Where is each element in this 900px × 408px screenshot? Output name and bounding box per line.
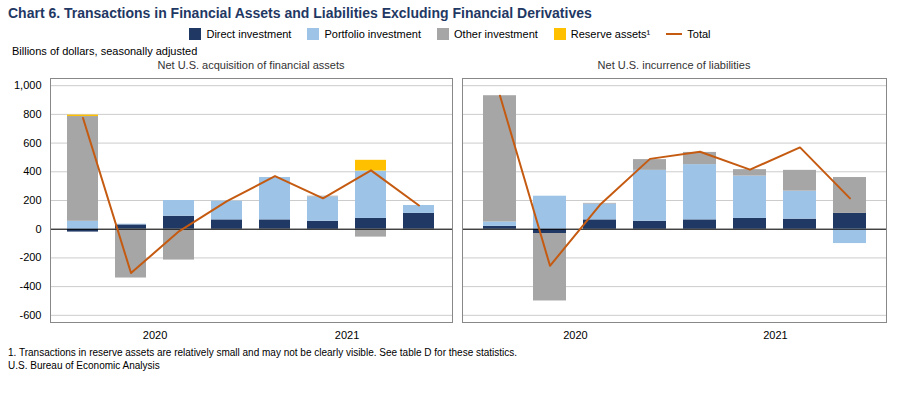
svg-text:0: 0 xyxy=(35,223,41,235)
svg-text:600: 600 xyxy=(23,137,41,149)
html-text:Reserve assets¹: Reserve assets¹ xyxy=(570,28,651,40)
html-text:Net U.S. acquisition of financ: Net U.S. acquisition of financial assets xyxy=(157,59,345,71)
svg-text:400: 400 xyxy=(23,165,41,177)
svg-text:2021: 2021 xyxy=(763,329,787,341)
html-text:U.S. Bureau of Economic Analys: U.S. Bureau of Economic Analysis xyxy=(8,360,160,371)
svg-text:-600: -600 xyxy=(19,309,41,321)
svg-text:2020: 2020 xyxy=(563,329,587,341)
html-text:Billions of dollars, seasonall: Billions of dollars, seasonally adjusted xyxy=(12,45,198,57)
html-text:Portfolio investment: Portfolio investment xyxy=(324,28,421,40)
svg-text:800: 800 xyxy=(23,108,41,120)
svg-text:2021: 2021 xyxy=(335,329,359,341)
svg-text:200: 200 xyxy=(23,194,41,206)
html-text:Other investment: Other investment xyxy=(454,28,538,40)
svg-text:2020: 2020 xyxy=(143,329,167,341)
html-text:Net U.S. incurrence of liabili: Net U.S. incurrence of liabilities xyxy=(597,59,751,71)
html-text:1. Transactions in reserve ass: 1. Transactions in reserve assets are re… xyxy=(8,347,518,358)
html-text:Total: Total xyxy=(687,28,711,40)
svg-text:-200: -200 xyxy=(19,251,41,263)
html-text:Direct investment: Direct investment xyxy=(206,28,292,40)
html-text:Chart 6. Transactions in Finan: Chart 6. Transactions in Financial Asset… xyxy=(8,5,592,21)
svg-text:1,000: 1,000 xyxy=(14,79,42,91)
svg-text:-400: -400 xyxy=(19,280,41,292)
